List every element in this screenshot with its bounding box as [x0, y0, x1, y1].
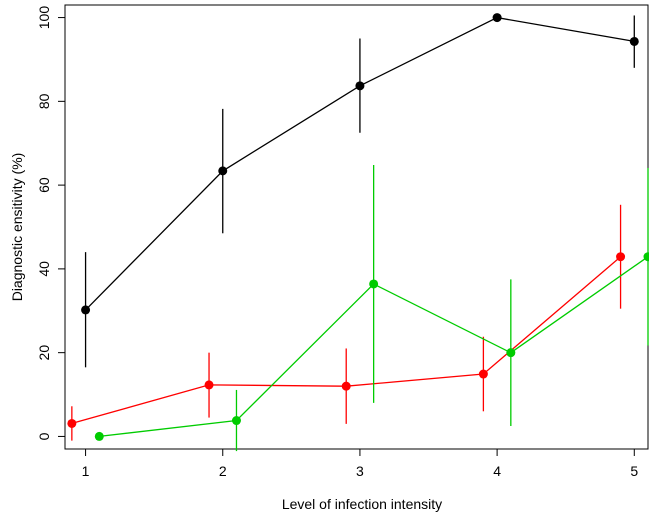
data-point	[643, 252, 649, 262]
series-1	[67, 204, 626, 441]
data-point	[506, 348, 516, 358]
data-point	[231, 416, 241, 426]
data-point	[478, 369, 488, 379]
y-tick-label: 100	[36, 6, 52, 30]
data-point	[341, 381, 351, 391]
data-point	[81, 305, 91, 315]
plot-box	[64, 4, 649, 450]
data-point	[616, 252, 626, 262]
series-layer	[67, 13, 649, 452]
data-point	[355, 81, 365, 91]
data-point	[94, 431, 104, 441]
y-tick-label: 80	[36, 93, 52, 109]
data-point	[369, 279, 379, 289]
y-tick-label: 60	[36, 177, 52, 193]
axis-ticks: 1 2 3 4 5 0 20 40 60 80 100	[36, 6, 638, 479]
x-tick-label: 1	[82, 463, 90, 479]
x-tick-label: 2	[219, 463, 227, 479]
x-axis-title: Level of infection intensity	[282, 496, 442, 512]
data-point	[204, 380, 214, 390]
series-0	[81, 13, 639, 368]
x-tick-label: 3	[356, 463, 364, 479]
data-point	[67, 418, 77, 428]
y-tick-label: 40	[36, 261, 52, 277]
data-point	[629, 36, 639, 46]
y-tick-label: 0	[36, 432, 52, 440]
x-tick-label: 5	[630, 463, 638, 479]
data-point	[492, 13, 502, 23]
series-2	[94, 165, 649, 452]
y-tick-label: 20	[36, 345, 52, 361]
x-tick-label: 4	[493, 463, 501, 479]
y-axis-title: Diagnostic ensitivity (%)	[9, 153, 25, 302]
data-point	[218, 166, 228, 176]
